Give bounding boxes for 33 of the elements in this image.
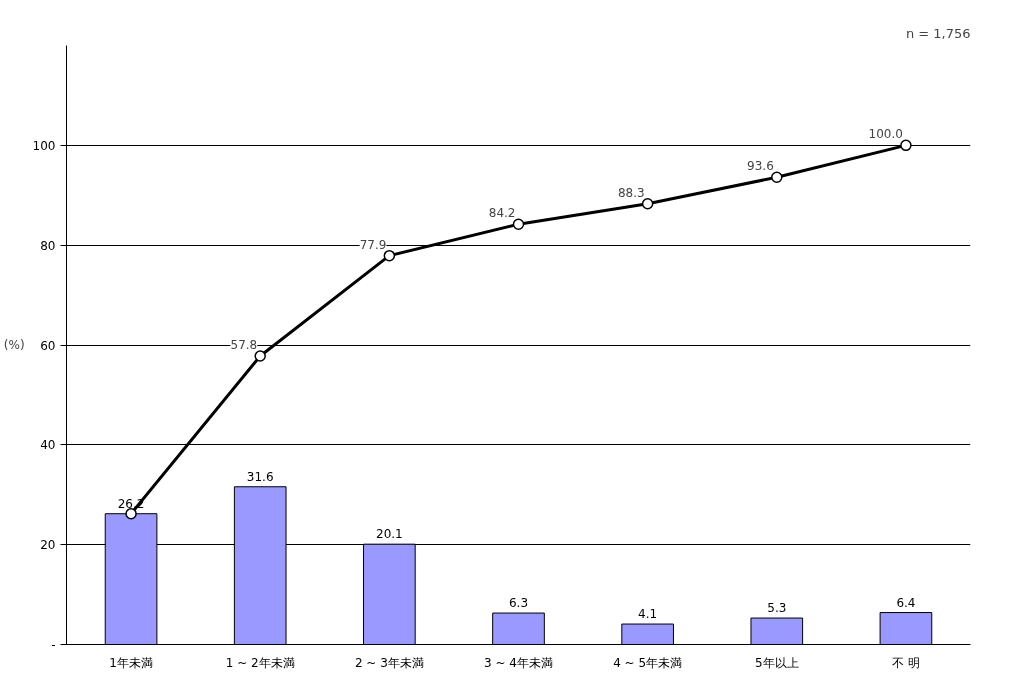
y-tick-label: 20 [40, 538, 56, 553]
data-label: 4.1 [638, 607, 658, 622]
x-tick-label: 1 ~ 2年未満 [225, 655, 295, 670]
x-tick-label: 2 ~ 3年未満 [354, 655, 424, 670]
y-tick-label: 60 [40, 338, 56, 353]
data-label: 93.6 [747, 159, 774, 174]
data-label: 57.8 [230, 337, 258, 352]
y-tick-label: 40 [40, 438, 56, 453]
y-tick-label: 100 [32, 138, 56, 153]
x-tick-label: 5年以上 [754, 655, 799, 670]
point [771, 171, 783, 184]
x-tick-label: 3 ~ 4年未満 [484, 655, 553, 670]
point [254, 350, 266, 362]
y-axis-title: (%) [3, 338, 25, 352]
point [512, 218, 525, 230]
y-tick-label: 80 [40, 238, 56, 253]
point [383, 249, 396, 262]
data-label: 100.0 [868, 127, 903, 142]
x-tick-label: 1年未満 [109, 655, 153, 670]
data-label: 6.4 [896, 595, 916, 610]
point [900, 139, 912, 152]
text: n = 1,756 [905, 25, 971, 41]
data-label: 5.3 [767, 601, 787, 616]
data-label: 84.2 [488, 206, 516, 221]
data-label: 6.3 [508, 596, 529, 611]
x-tick-label: 4 ~ 5年未満 [613, 655, 683, 670]
data-label: 77.9 [359, 237, 387, 252]
point [641, 198, 654, 210]
data-label: 20.1 [376, 527, 403, 542]
data-label: 88.3 [617, 185, 645, 200]
y-tick-label: - [51, 638, 56, 652]
data-label: 31.6 [246, 469, 274, 484]
x-tick-label: 不 明 [892, 655, 920, 670]
